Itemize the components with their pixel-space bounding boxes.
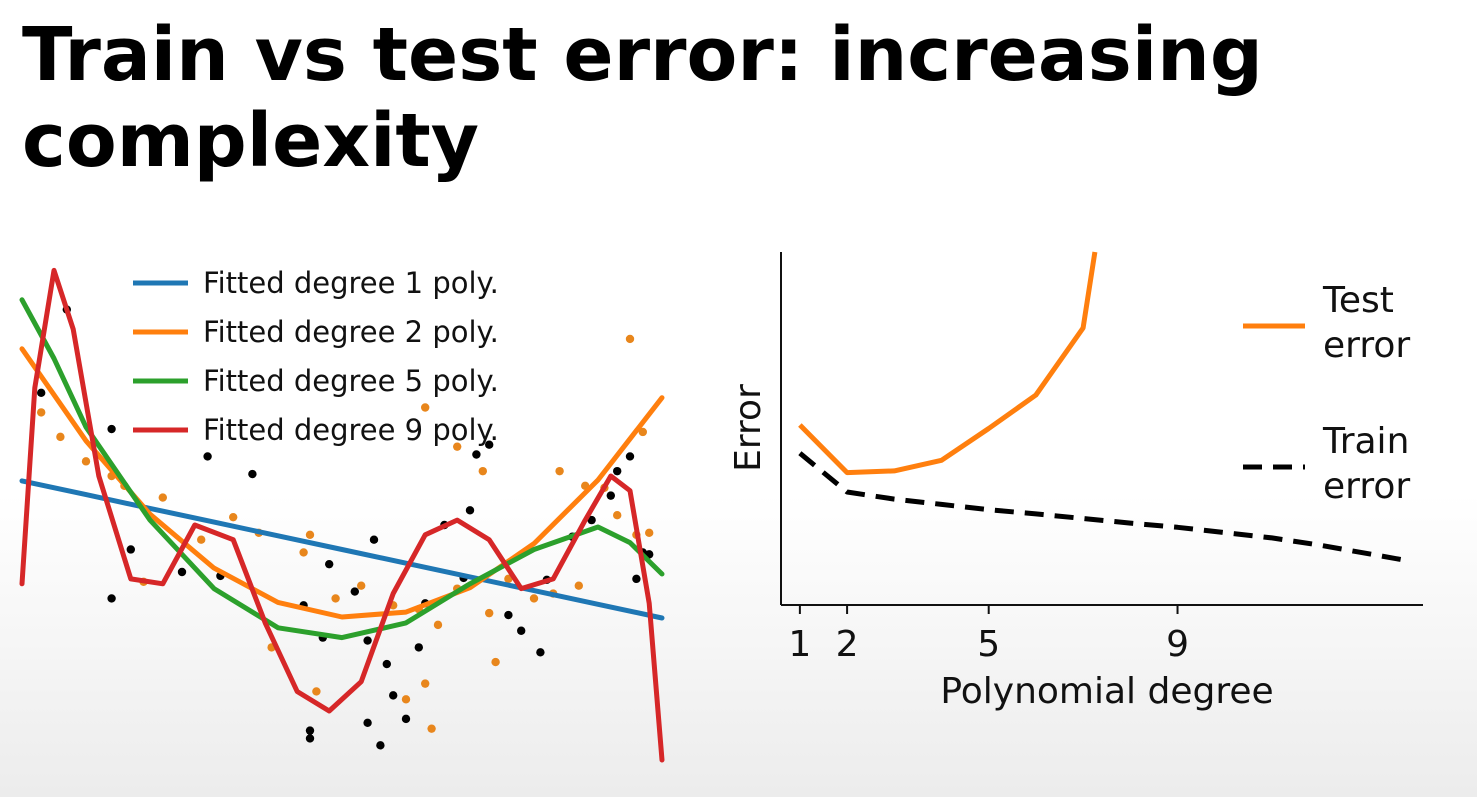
train-point (126, 545, 135, 554)
test-point (613, 511, 622, 520)
test-point (305, 530, 315, 539)
test-point (158, 493, 167, 502)
right-axes: 1 2 5 9 Polynomial degree Error (728, 252, 1423, 712)
train-point (389, 691, 398, 700)
train-point (107, 594, 116, 603)
legend-label: Fitted degree 5 poly. (203, 364, 499, 398)
train-point (401, 714, 411, 724)
right-error-lines (798, 251, 1410, 564)
fit-line-degree-4 (19, 267, 665, 763)
test-point (555, 466, 564, 476)
train-point (203, 452, 212, 461)
test-point (574, 581, 583, 590)
train-point (177, 567, 187, 577)
train-point (587, 515, 596, 525)
legend-label: Fitted degree 2 poly. (203, 315, 499, 349)
test-point (491, 657, 500, 667)
legend-label: Train error (1322, 421, 1410, 507)
train-point (625, 452, 635, 461)
train-point (369, 535, 379, 544)
test-point (433, 620, 443, 630)
test-point (421, 679, 430, 688)
right-legend: Test error Train error (1243, 280, 1410, 507)
train-point (382, 659, 391, 669)
test-point (485, 608, 494, 618)
right-error-chart: 1 2 5 9 Polynomial degree Error Test error Trai… (728, 251, 1423, 712)
train-point (305, 726, 315, 735)
legend-label: Test error (1322, 280, 1410, 366)
test-point (229, 512, 238, 522)
test-point (421, 403, 430, 412)
test-point (638, 427, 647, 437)
train-error-line (798, 451, 1410, 564)
train-point (517, 626, 526, 635)
train-point (37, 388, 46, 398)
test-point (453, 442, 462, 451)
test-point (56, 432, 65, 442)
test-point (37, 408, 46, 417)
train-point (350, 587, 359, 596)
train-point (472, 450, 481, 459)
train-point (414, 643, 423, 652)
test-point (427, 724, 436, 733)
train-point (363, 718, 372, 727)
train-point (485, 440, 494, 449)
legend-label: Fitted degree 1 poly. (203, 266, 499, 300)
fit-line-degree-1 (19, 478, 665, 621)
x-tick-label: 2 (836, 624, 859, 665)
left-fitted-curves (19, 267, 665, 763)
train-point (376, 741, 385, 750)
test-point (529, 594, 539, 603)
test-point (312, 687, 321, 696)
test-error-line (798, 251, 1098, 476)
x-tick-label: 9 (1166, 624, 1189, 665)
test-point (81, 457, 91, 466)
train-point (248, 469, 257, 479)
train-point (465, 506, 475, 515)
left-fit-chart: Fitted degree 1 poly. Fitted degree 2 pol… (19, 266, 665, 763)
test-point (357, 581, 366, 590)
test-point (478, 466, 487, 476)
test-point (331, 594, 340, 603)
test-point (197, 535, 206, 544)
train-point (613, 466, 622, 476)
train-point (107, 424, 116, 434)
train-point (632, 574, 641, 584)
x-tick-label: 1 (788, 624, 811, 665)
test-point (625, 334, 635, 344)
test-point (645, 528, 654, 538)
legend-label: Fitted degree 9 poly. (203, 413, 499, 447)
train-point (504, 610, 513, 620)
train-point (325, 559, 334, 569)
train-point (536, 648, 545, 657)
x-tick-label: 5 (977, 624, 1000, 665)
train-point (305, 734, 315, 743)
y-axis-label: Error (728, 384, 769, 472)
test-point (299, 548, 308, 557)
left-legend: Fitted degree 1 poly. Fitted degree 2 pol… (133, 266, 499, 447)
train-point (363, 636, 372, 645)
slide-title: Train vs test error: increasing complexi… (22, 12, 1263, 184)
x-axis-label: Polynomial degree (940, 671, 1273, 712)
test-point (401, 695, 411, 704)
train-point (606, 491, 615, 500)
fit-line-degree-3 (19, 297, 665, 641)
